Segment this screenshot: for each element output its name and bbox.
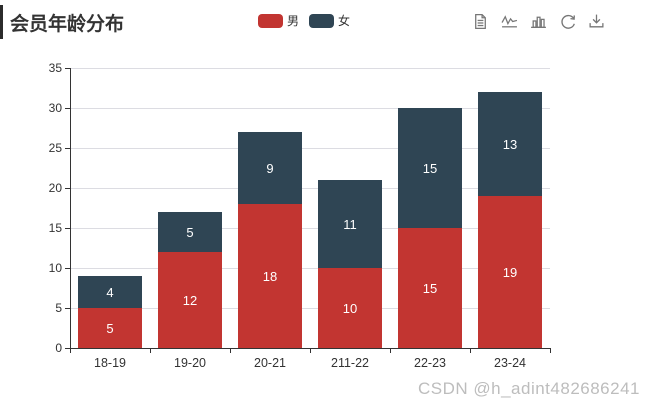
x-axis-tick bbox=[550, 348, 551, 353]
y-axis-tick bbox=[65, 268, 70, 269]
gridline bbox=[70, 228, 550, 229]
gridline bbox=[70, 268, 550, 269]
x-axis-tick bbox=[310, 348, 311, 353]
gridline bbox=[70, 308, 550, 309]
x-axis-label: 23-24 bbox=[494, 356, 526, 370]
y-axis-tick bbox=[65, 188, 70, 189]
legend: 男 女 bbox=[258, 12, 350, 29]
x-axis-label: 211-22 bbox=[331, 356, 369, 370]
bar-value-label: 5 bbox=[106, 320, 114, 336]
bar-value-label: 13 bbox=[502, 136, 518, 152]
x-axis-label: 22-23 bbox=[414, 356, 446, 370]
bar-segment-女-19-20[interactable]: 5 bbox=[158, 212, 222, 252]
bar-value-label: 10 bbox=[342, 300, 358, 316]
bar-segment-男-19-20[interactable]: 12 bbox=[158, 252, 222, 348]
legend-item-female[interactable]: 女 bbox=[309, 12, 350, 29]
bar-value-label: 15 bbox=[422, 160, 438, 176]
y-axis-label: 35 bbox=[48, 61, 62, 75]
line-chart-icon[interactable] bbox=[500, 12, 519, 31]
x-axis-label: 20-21 bbox=[254, 356, 286, 370]
legend-item-male[interactable]: 男 bbox=[258, 12, 299, 29]
data-view-icon[interactable] bbox=[471, 12, 490, 31]
download-icon[interactable] bbox=[587, 12, 606, 31]
toolbar bbox=[471, 12, 606, 31]
y-axis-label: 10 bbox=[48, 261, 62, 275]
y-axis-tick bbox=[65, 348, 70, 349]
y-axis-label: 30 bbox=[48, 101, 62, 115]
bar-segment-男-18-19[interactable]: 5 bbox=[78, 308, 142, 348]
bar-chart-icon[interactable] bbox=[529, 12, 548, 31]
title-accent-bar bbox=[0, 5, 3, 39]
bar-segment-男-23-24[interactable]: 19 bbox=[478, 196, 542, 348]
legend-swatch-female-icon[interactable] bbox=[309, 13, 335, 28]
x-axis-tick bbox=[470, 348, 471, 353]
legend-swatch-male-icon[interactable] bbox=[258, 13, 283, 28]
x-axis-label: 19-20 bbox=[174, 356, 206, 370]
legend-label-male[interactable]: 男 bbox=[287, 14, 300, 28]
bar-value-label: 15 bbox=[422, 280, 438, 296]
y-axis-label: 15 bbox=[48, 221, 62, 235]
bar-segment-女-22-23[interactable]: 15 bbox=[398, 108, 462, 228]
y-axis-line bbox=[70, 68, 71, 348]
y-axis-label: 5 bbox=[55, 301, 62, 315]
bar-segment-男-22-23[interactable]: 15 bbox=[398, 228, 462, 348]
bar-value-label: 9 bbox=[266, 160, 274, 176]
bar-value-label: 5 bbox=[186, 224, 194, 240]
x-axis-label: 18-19 bbox=[94, 356, 126, 370]
y-axis-tick bbox=[65, 148, 70, 149]
bar-segment-女-211-22[interactable]: 11 bbox=[318, 180, 382, 268]
y-axis-tick bbox=[65, 308, 70, 309]
refresh-icon[interactable] bbox=[558, 12, 577, 31]
watermark: CSDN @h_adint482686241 bbox=[417, 379, 640, 398]
bar-segment-女-20-21[interactable]: 9 bbox=[238, 132, 302, 204]
bar-segment-女-23-24[interactable]: 13 bbox=[478, 92, 542, 196]
bar-segment-女-18-19[interactable]: 4 bbox=[78, 276, 142, 308]
y-axis-tick bbox=[65, 108, 70, 109]
y-axis-label: 0 bbox=[55, 341, 62, 355]
x-axis-tick bbox=[390, 348, 391, 353]
bar-value-label: 11 bbox=[343, 216, 357, 232]
bar-segment-男-20-21[interactable]: 18 bbox=[238, 204, 302, 348]
legend-label-female[interactable]: 女 bbox=[338, 14, 351, 28]
y-axis-tick bbox=[65, 228, 70, 229]
gridline bbox=[70, 148, 550, 149]
x-axis-tick bbox=[70, 348, 71, 353]
gridline bbox=[70, 108, 550, 109]
bar-value-label: 4 bbox=[106, 284, 114, 300]
gridline bbox=[70, 188, 550, 189]
x-axis-tick bbox=[230, 348, 231, 353]
bar-value-label: 18 bbox=[262, 268, 278, 284]
y-axis-label: 25 bbox=[48, 141, 62, 155]
bar-segment-男-211-22[interactable]: 10 bbox=[318, 268, 382, 348]
bar-value-label: 19 bbox=[502, 264, 518, 280]
y-axis-label: 20 bbox=[48, 181, 62, 195]
bar-value-label: 12 bbox=[182, 292, 198, 308]
chart-title: 会员年龄分布 bbox=[10, 14, 125, 35]
gridline bbox=[70, 68, 550, 69]
x-axis-tick bbox=[150, 348, 151, 353]
y-axis-tick bbox=[65, 68, 70, 69]
